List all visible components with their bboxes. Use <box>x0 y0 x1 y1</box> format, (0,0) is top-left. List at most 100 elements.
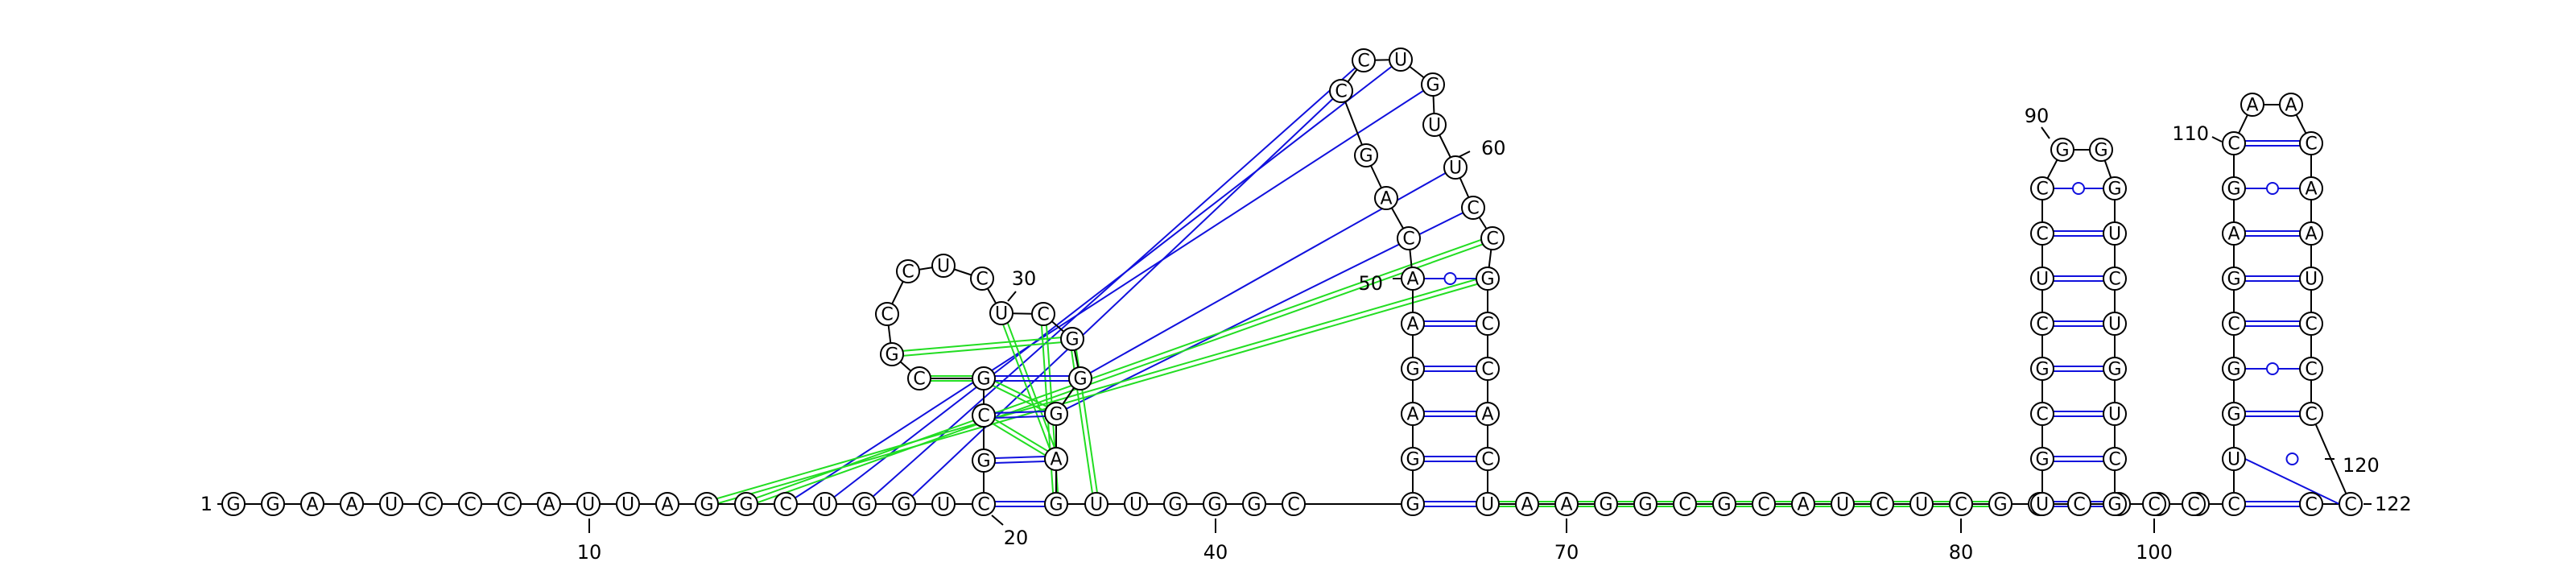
nucleotide-20: C <box>972 492 996 516</box>
pseudoknot-line-green <box>1069 339 1096 505</box>
nucleotide-46: G <box>1401 357 1425 381</box>
base-pair-line <box>994 456 1046 459</box>
nucleotide-53: C <box>1352 48 1376 72</box>
nucleotide-63: A <box>1476 402 1500 426</box>
nucleotide-letter: G <box>1599 495 1612 515</box>
nucleotide-21: G <box>972 448 996 473</box>
nucleotide-letter: G <box>976 452 990 472</box>
nucleotide-circle <box>1443 155 1468 180</box>
nucleotide-letter: G <box>226 495 240 515</box>
nucleotide-25: G <box>880 342 904 366</box>
nucleotide-circle <box>1044 402 1068 426</box>
nucleotide-letter: C <box>2305 495 2317 515</box>
nucleotide-letter: G <box>976 370 990 390</box>
nucleotide-circle <box>1354 143 1378 167</box>
nucleotide-letter: G <box>1638 495 1652 515</box>
position-label-120: 120 <box>2343 454 2380 477</box>
nucleotide-circle <box>2299 267 2323 291</box>
nucleotide-letter: G <box>1208 495 1221 515</box>
nucleotide-86: C <box>2030 402 2054 426</box>
nucleotide-letter: C <box>2148 495 2160 515</box>
nucleotide-circle <box>695 492 719 516</box>
nucleotide-circle <box>1203 492 1227 516</box>
nucleotide-letter: G <box>2107 360 2121 380</box>
nucleotide-letter: U <box>385 495 398 515</box>
position-label-122: 122 <box>2375 493 2412 515</box>
nucleotide-letter: C <box>2036 180 2048 200</box>
nucleotide-letter: U <box>2108 405 2121 425</box>
nucleotide-letter: U <box>937 257 950 277</box>
pseudoknot-line-green <box>891 336 1072 353</box>
nucleotide-letter: C <box>2305 134 2317 155</box>
nucleotide-36: G <box>1044 492 1068 516</box>
nucleotide-circle <box>2299 402 2323 426</box>
nucleotide-circle <box>2222 357 2246 381</box>
nucleotide-circle <box>1791 492 1815 516</box>
nucleotide-101: G <box>2103 492 2127 516</box>
nucleotide-4: A <box>340 492 364 516</box>
nucleotide-38: U <box>1124 492 1148 516</box>
nucleotide-89: U <box>2030 267 2054 291</box>
nucleotide-circle <box>1673 492 1697 516</box>
nucleotide-circle <box>261 492 285 516</box>
nucleotide-39: G <box>1163 492 1187 516</box>
nucleotide-74: U <box>1831 492 1855 516</box>
nucleotide-35: A <box>1044 447 1068 471</box>
nucleotide-letter: C <box>1876 495 1888 515</box>
nucleotide-3: A <box>300 492 324 516</box>
nucleotide-circle <box>2050 138 2074 162</box>
nucleotide-letter: C <box>2227 315 2240 335</box>
nucleotide-letter: U <box>2108 225 2121 245</box>
nucleotide-letter: U <box>937 495 950 515</box>
nucleotide-circle <box>2299 312 2323 336</box>
nucleotide-circle <box>2103 312 2127 336</box>
nucleotide-letter: G <box>2107 180 2121 200</box>
nucleotide-letter: C <box>2227 495 2240 515</box>
nucleotide-letter: C <box>1757 495 1769 515</box>
nucleotide-94: G <box>2103 176 2127 200</box>
position-tick <box>1007 291 1017 302</box>
nucleotide-circle <box>1397 226 1421 250</box>
nucleotide-50: A <box>1374 186 1398 210</box>
nucleotide-circle <box>1870 492 1894 516</box>
nucleotide-letter: C <box>779 495 791 515</box>
nucleotide-circle <box>2103 357 2127 381</box>
nucleotide-circle <box>1476 312 1500 336</box>
nucleotide-95: U <box>2103 221 2127 246</box>
pseudoknot-line-green <box>745 235 1492 503</box>
nucleotide-circle <box>300 492 324 516</box>
nucleotide-circle <box>2030 176 2054 200</box>
nucleotide-circle <box>2103 402 2127 426</box>
nucleotide-97: U <box>2103 312 2127 336</box>
gu-pair-dot <box>2072 182 2085 195</box>
nucleotide-circle <box>989 301 1013 325</box>
nucleotide-7: C <box>458 492 482 516</box>
nucleotide-17: G <box>852 492 877 516</box>
nucleotide-116: A <box>2299 176 2323 200</box>
nucleotide-letter: C <box>2305 405 2317 425</box>
nucleotide-letter: U <box>995 304 1008 324</box>
nucleotide-letter: G <box>1065 330 1079 350</box>
nucleotide-55: G <box>1421 72 1445 97</box>
nucleotide-letter: U <box>1394 51 1407 71</box>
gu-pair-dot <box>2266 362 2279 375</box>
nucleotide-48: A <box>1401 267 1425 291</box>
nucleotide-circle <box>2030 447 2054 471</box>
nucleotide-letter: U <box>1129 495 1142 515</box>
nucleotide-15: C <box>774 492 798 516</box>
nucleotide-circle <box>379 492 403 516</box>
nucleotide-circle <box>1554 492 1579 516</box>
nucleotide-circle <box>340 492 364 516</box>
pseudoknot-line-green <box>707 279 1489 507</box>
nucleotide-circle <box>537 492 561 516</box>
base-pairs <box>994 140 2340 507</box>
nucleotide-letter: C <box>1678 495 1690 515</box>
nucleotide-119: C <box>2299 312 2323 336</box>
nucleotide-letter: G <box>1247 495 1261 515</box>
nucleotide-circle <box>2030 402 2054 426</box>
nucleotide-circle <box>2240 93 2264 117</box>
nucleotide-circle <box>2030 357 2054 381</box>
nucleotide-80: C <box>2067 492 2091 516</box>
position-tick <box>2211 136 2223 143</box>
nucleotide-49: C <box>1397 226 1421 250</box>
